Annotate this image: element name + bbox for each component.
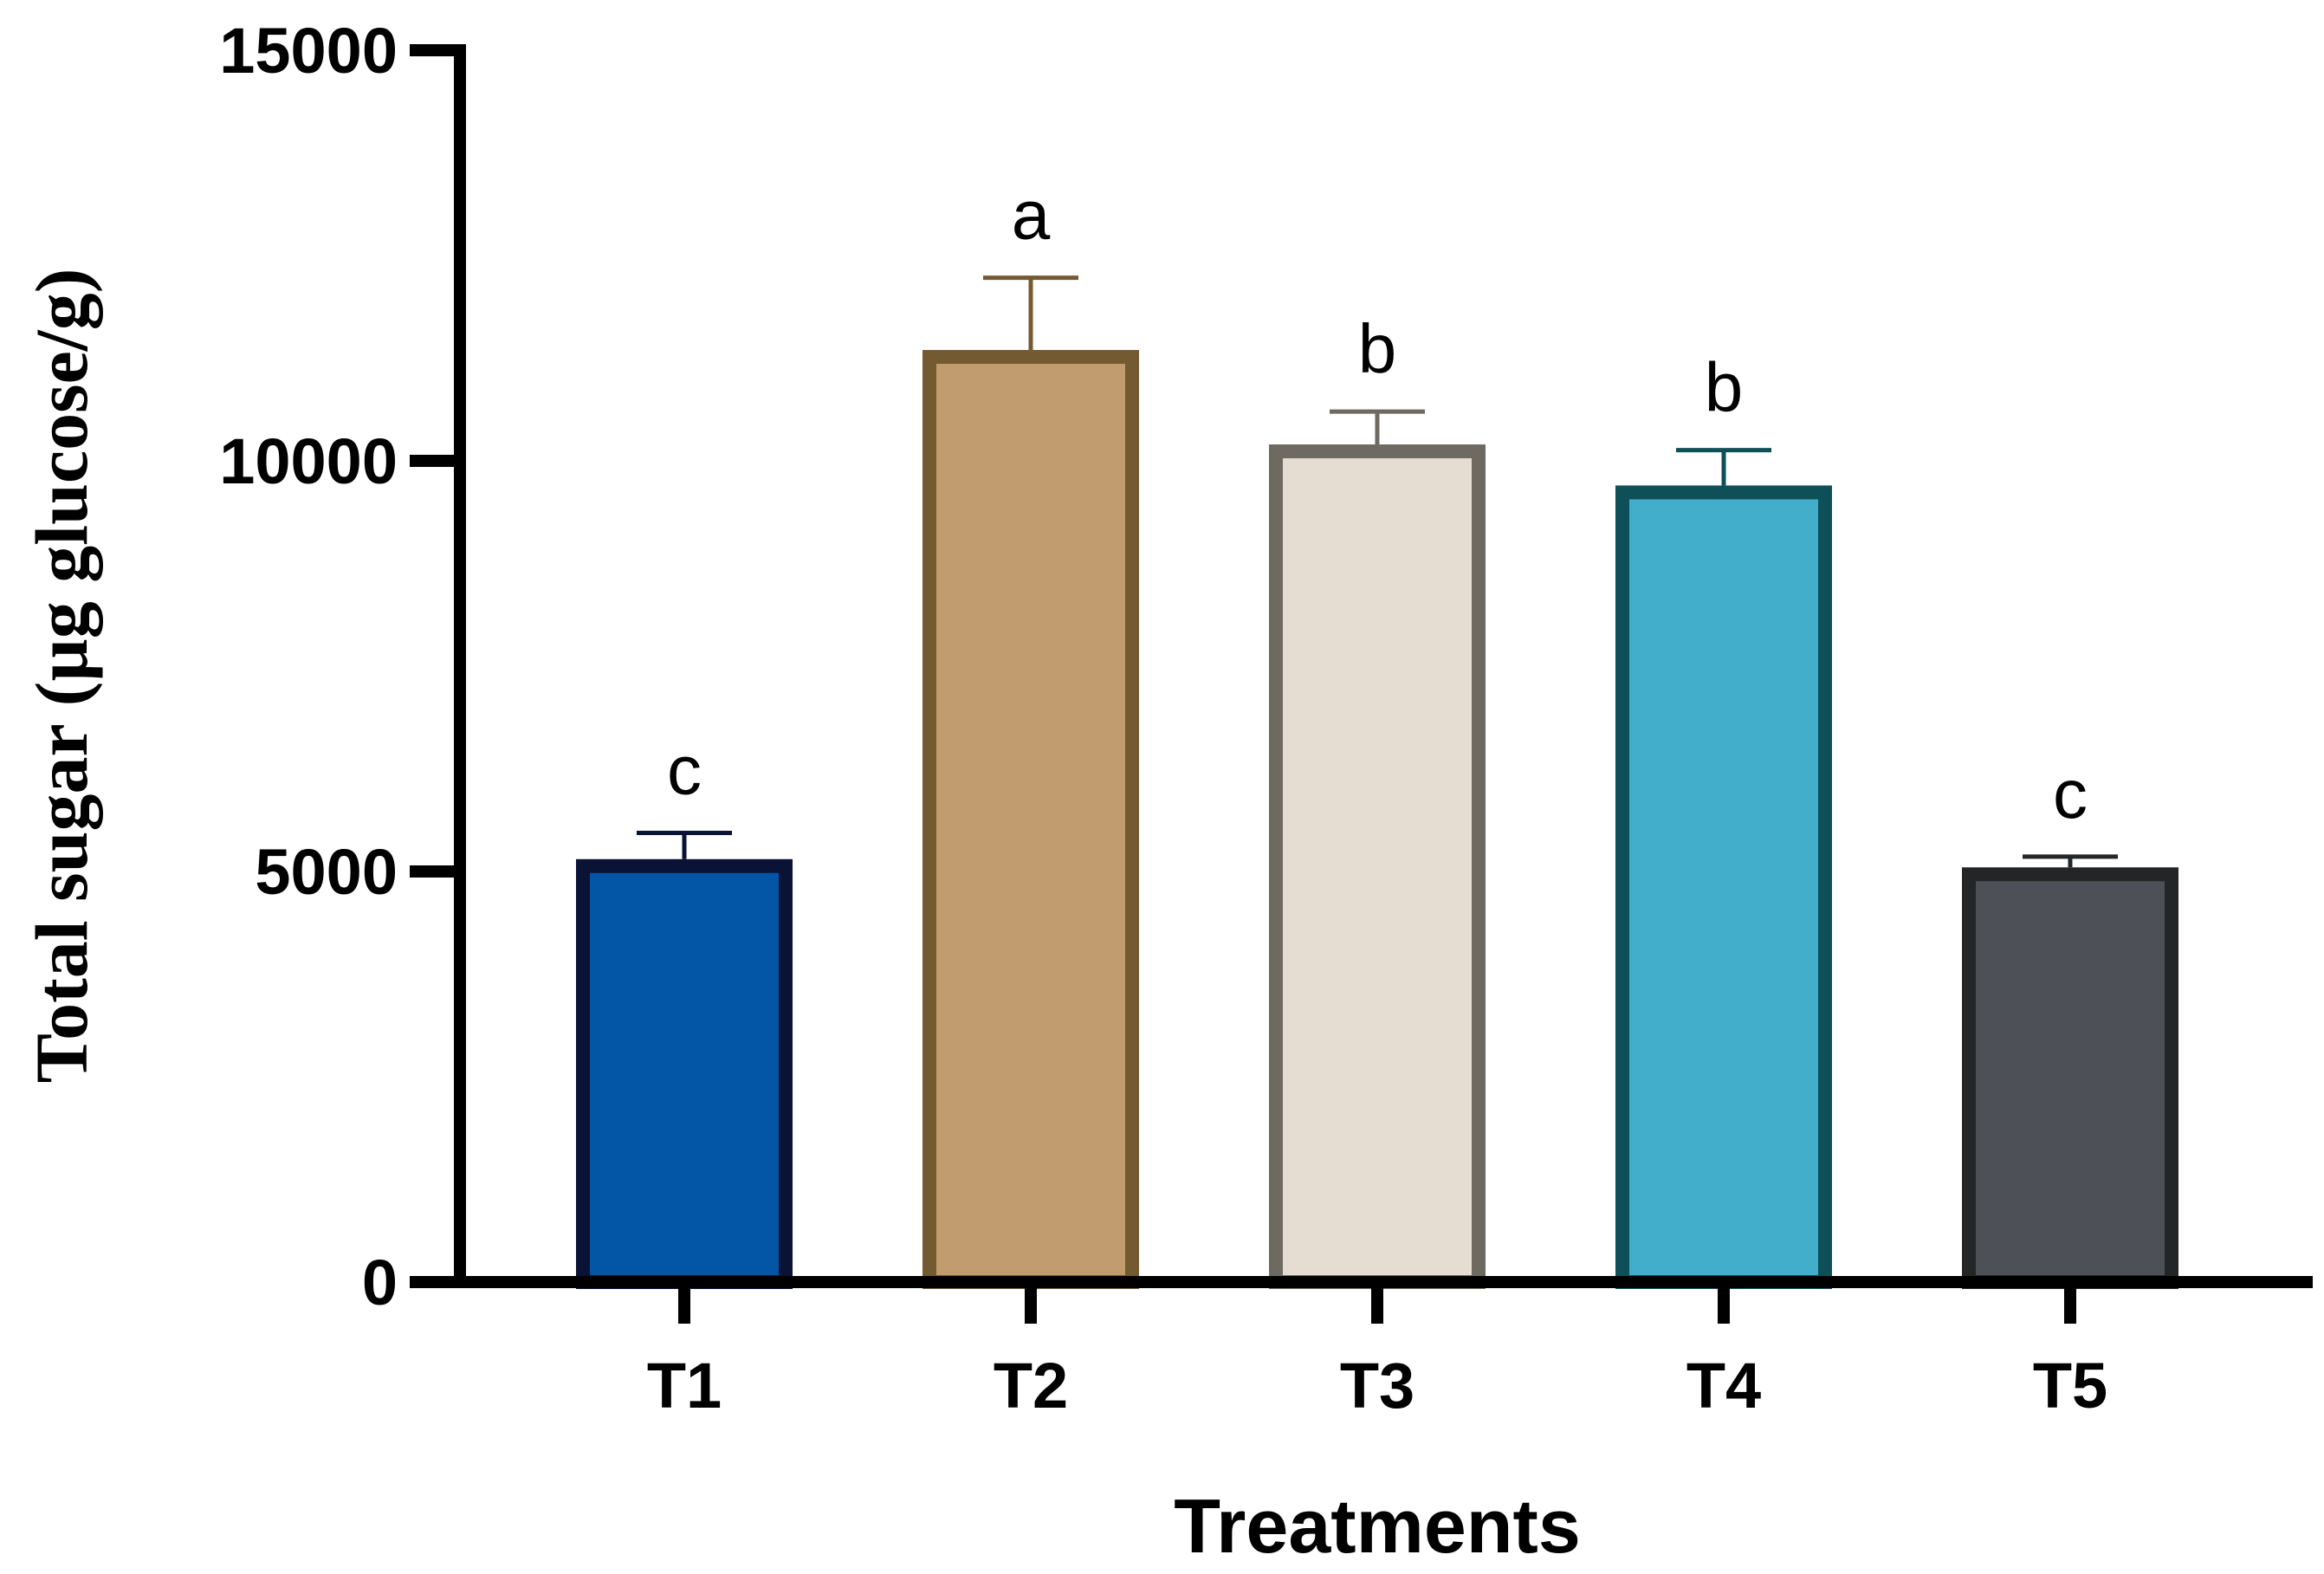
bar-t3: [1269, 444, 1486, 1289]
bar-t1: [576, 858, 793, 1290]
significance-label-t3: b: [1358, 310, 1397, 387]
y-tick-label-10000: 10000: [219, 425, 398, 497]
significance-label-t5: c: [2053, 755, 2088, 832]
labels-layer: c T1 a T2 b T3 b T4 c T5 0 5000 10000 15000: [219, 15, 2107, 1422]
bar-t4: [1615, 485, 1832, 1289]
significance-label-t1: c: [667, 731, 702, 808]
y-axis-title: Total sugar (µg glucose/g): [20, 269, 103, 1084]
x-tick-label-t1: T1: [647, 1350, 722, 1422]
y-tick-label-15000: 15000: [219, 15, 398, 87]
bar-t2: [922, 350, 1139, 1289]
significance-label-t2: a: [1012, 177, 1051, 254]
bar-t5: [1962, 867, 2178, 1289]
axes-layer: [410, 44, 2313, 1324]
x-tick-label-t2: T2: [994, 1350, 1068, 1422]
x-axis-title: Treatments: [1174, 1483, 1581, 1569]
x-tick-label-t5: T5: [2033, 1350, 2107, 1422]
significance-label-t4: b: [1705, 349, 1744, 426]
y-tick-label-5000: 5000: [255, 836, 398, 908]
y-tick-label-0: 0: [362, 1247, 398, 1318]
x-tick-label-t4: T4: [1686, 1350, 1761, 1422]
x-tick-label-t3: T3: [1340, 1350, 1414, 1422]
bars-layer: [576, 275, 2178, 1290]
